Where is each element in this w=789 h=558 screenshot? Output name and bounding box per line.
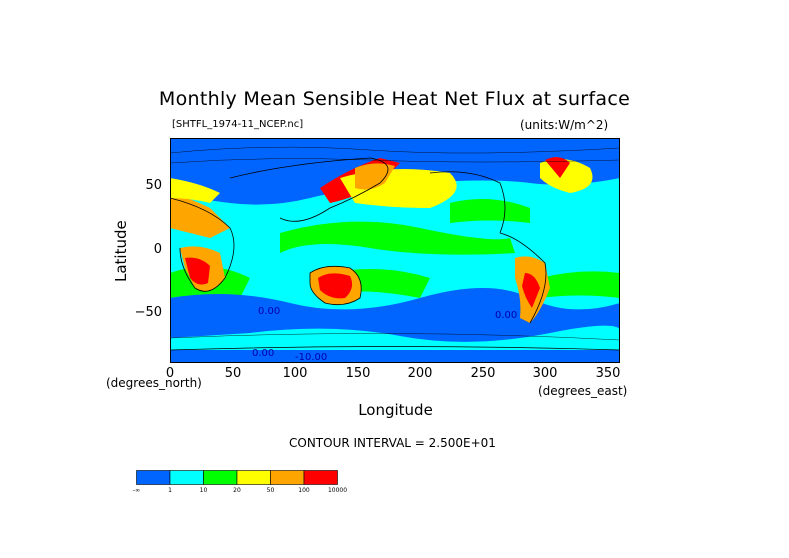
chart-title: Monthly Mean Sensible Heat Net Flux at s…: [158, 88, 631, 110]
y-tick-label: 0: [153, 242, 162, 257]
asia-outline: [229, 157, 389, 222]
europe-warm: [170, 178, 220, 203]
colorbar-label: 10000: [327, 487, 348, 494]
australia-hot: [318, 273, 353, 299]
colorbar-swatch: [236, 470, 271, 485]
y-axis-label: Latitude: [112, 220, 130, 282]
colorbar-swatch: [169, 470, 204, 485]
north-pacific-band: [450, 199, 530, 223]
gulf-stream-hot: [545, 157, 570, 178]
contour-line: [170, 333, 620, 341]
x-tick-label: 0: [165, 366, 175, 381]
colorbar-label: 50: [266, 487, 275, 494]
africa-outline: [170, 197, 235, 292]
contour-interval-text: CONTOUR INTERVAL = 2.500E+01: [289, 436, 496, 450]
colorbar-swatch: [303, 470, 338, 485]
x-tick-label: 350: [595, 366, 621, 381]
antarctica: [170, 350, 620, 363]
x-axis-label: Longitude: [0, 401, 789, 419]
colorbar-swatch: [270, 470, 305, 485]
y-tick-label: −50: [134, 305, 162, 320]
kuroshio-warm: [355, 163, 395, 190]
colorbar: [136, 470, 338, 485]
kalahari-hot: [185, 257, 210, 285]
colorbar-label: 10: [199, 487, 208, 494]
units-label: (units:W/m^2): [520, 118, 609, 132]
x-tick-label: 200: [407, 366, 433, 381]
colorbar-swatch: [203, 470, 238, 485]
contour-label: -10.00: [295, 352, 327, 363]
contour-label: 0.00: [258, 306, 280, 317]
colorbar-label: -∞: [132, 487, 141, 494]
australia-outline: [309, 265, 362, 306]
file-label: [SHTFL_1974-11_NCEP.nc]: [172, 119, 304, 130]
north-america-outline: [429, 171, 506, 234]
y-tick-label: 50: [145, 178, 162, 193]
contour-label: 0.00: [495, 310, 517, 321]
patagonia-hot: [522, 273, 540, 308]
plot-frame: [170, 138, 620, 363]
mediterranean-warm: [170, 193, 230, 238]
x-axis-label-text: Longitude: [358, 401, 433, 419]
atlantic-band: [540, 271, 620, 298]
contour-line: [170, 146, 620, 154]
colorbar-swatch: [136, 470, 171, 485]
x-unit-label: (degrees_east): [538, 384, 628, 398]
contour-label: 0.00: [252, 348, 274, 359]
colorbar-label: 1: [168, 487, 172, 494]
x-tick-label: 100: [282, 366, 308, 381]
y-unit-label: (degrees_north): [106, 376, 202, 390]
x-tick-label: 150: [345, 366, 371, 381]
x-tick-label: 300: [532, 366, 558, 381]
south-america-outline: [499, 232, 547, 324]
x-tick-label: 50: [224, 366, 242, 381]
x-tick-label: 250: [470, 366, 496, 381]
colorbar-label: 100: [298, 487, 310, 494]
contour-line: [170, 158, 620, 164]
heat-flux-map: 0.00 0.00 0.00 -10.00: [170, 138, 620, 363]
tropical-band: [280, 221, 515, 255]
colorbar-label: 20: [233, 487, 241, 494]
antarctica-outline: [170, 346, 620, 351]
